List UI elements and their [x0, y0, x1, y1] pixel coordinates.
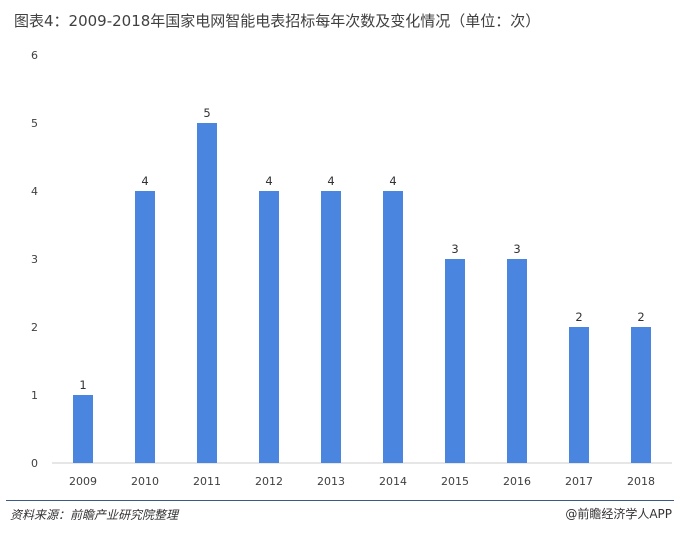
bar-2016	[507, 259, 527, 463]
y-tick-label: 5	[31, 117, 38, 130]
y-tick-label: 6	[31, 49, 38, 62]
x-tick-label-2011: 2011	[193, 475, 221, 488]
data-label-2010: 4	[141, 174, 148, 188]
x-tick-label-2012: 2012	[255, 475, 283, 488]
bar-2018	[631, 327, 651, 463]
data-label-2013: 4	[327, 174, 334, 188]
data-label-2015: 3	[451, 242, 458, 256]
footer-rule	[6, 500, 674, 501]
bar-2011	[197, 123, 217, 463]
data-label-2018: 2	[637, 310, 644, 324]
bar-2017	[569, 327, 589, 463]
brand-credit: @前瞻经济学人APP	[565, 505, 672, 522]
x-tick-label-2010: 2010	[131, 475, 159, 488]
data-labels: 1 4 5 4 4 4 3 3 2 2	[79, 106, 644, 392]
y-tick-label: 1	[31, 389, 38, 402]
source-note: 资料来源：前瞻产业研究院整理	[10, 508, 179, 522]
x-tick-label-2013: 2013	[317, 475, 345, 488]
data-label-2012: 4	[265, 174, 272, 188]
x-tick-label-2015: 2015	[441, 475, 469, 488]
data-label-2009: 1	[79, 378, 86, 392]
x-tick-label-2017: 2017	[565, 475, 593, 488]
chart-title: 图表4：2009-2018年国家电网智能电表招标每年次数及变化情况（单位：次）	[14, 12, 541, 30]
y-tick-label: 3	[31, 253, 38, 266]
y-tick-label: 0	[31, 457, 38, 470]
x-tick-label-2014: 2014	[379, 475, 407, 488]
bar-2014	[383, 191, 403, 463]
bar-2010	[135, 191, 155, 463]
y-tick-label: 4	[31, 185, 38, 198]
data-label-2014: 4	[389, 174, 396, 188]
x-tick-label-2009: 2009	[69, 475, 97, 488]
data-label-2017: 2	[575, 310, 582, 324]
x-tick-label-2018: 2018	[627, 475, 655, 488]
bar-2009	[73, 395, 93, 463]
data-label-2011: 5	[203, 106, 210, 120]
y-axis-ticks: 0 1 2 3 4 5 6	[31, 49, 38, 470]
category-labels: 2009 2010 2011 2012 2013 2014 2015 2016 2017 2018	[69, 475, 655, 488]
bars	[73, 123, 651, 463]
y-tick-label: 2	[31, 321, 38, 334]
brand-text: @前瞻经济学人APP	[565, 507, 672, 521]
bar-2015	[445, 259, 465, 463]
data-label-2016: 3	[513, 242, 520, 256]
x-tick-label-2016: 2016	[503, 475, 531, 488]
bar-2013	[321, 191, 341, 463]
bar-2012	[259, 191, 279, 463]
